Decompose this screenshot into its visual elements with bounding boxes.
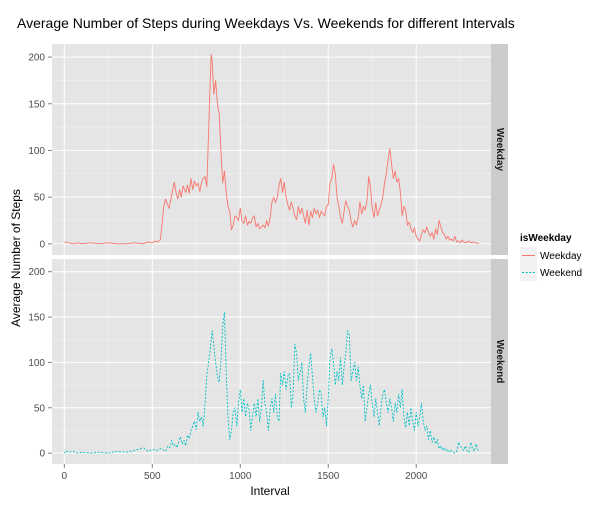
x-axis-title: Interval [250, 484, 289, 498]
facet-panels: 0 50 100 150 200 Weekday 0 50 100 150 200 Weekend [28, 44, 508, 464]
legend-label: Weekend [540, 268, 582, 279]
y-tick-label: 0 [39, 449, 45, 460]
y-tick-label: 150 [28, 313, 45, 324]
x-tick-label: 1500 [317, 471, 340, 482]
facet-panel-weekday: 0 50 100 150 200 Weekday [28, 44, 508, 255]
legend-entry-weekday: Weekday [520, 247, 582, 264]
x-tick-label: 500 [144, 471, 161, 482]
x-tick-label: 0 [62, 471, 68, 482]
y-tick-label: 150 [28, 99, 45, 110]
facet-strip-label: Weekday [494, 128, 505, 172]
panel-background [52, 44, 491, 255]
x-tick-label: 2000 [405, 471, 428, 482]
x-axis: 0 500 1000 1500 2000 [62, 464, 428, 482]
facet-panel-weekend: 0 50 100 150 200 Weekend [28, 259, 508, 464]
grid-lines [52, 44, 491, 255]
legend-title: isWeekday [520, 233, 572, 244]
x-tick-label: 1000 [229, 471, 252, 482]
y-tick-label: 100 [28, 358, 45, 369]
y-tick-label: 100 [28, 146, 45, 157]
legend-entry-weekend: Weekend [520, 264, 582, 281]
facet-strip [491, 44, 508, 255]
panel-background [52, 259, 491, 464]
y-tick-label: 200 [28, 267, 45, 278]
legend-label: Weekday [540, 251, 582, 262]
chart-title: Average Number of Steps during Weekdays … [17, 15, 515, 31]
series-line-weekday [64, 53, 479, 245]
grid-lines [52, 259, 491, 464]
y-tick-label: 50 [34, 403, 46, 414]
legend-key-background [520, 264, 537, 281]
y-tick-label: 50 [34, 193, 46, 204]
facet-strip [491, 259, 508, 464]
facet-strip-label: Weekend [494, 340, 505, 384]
series-line-weekend [63, 312, 480, 454]
legend: isWeekday Weekday Weekend [520, 233, 582, 281]
y-tick-label: 200 [28, 53, 45, 64]
y-tick-label: 0 [39, 239, 45, 250]
y-axis-title: Average Number of Steps [9, 189, 23, 327]
